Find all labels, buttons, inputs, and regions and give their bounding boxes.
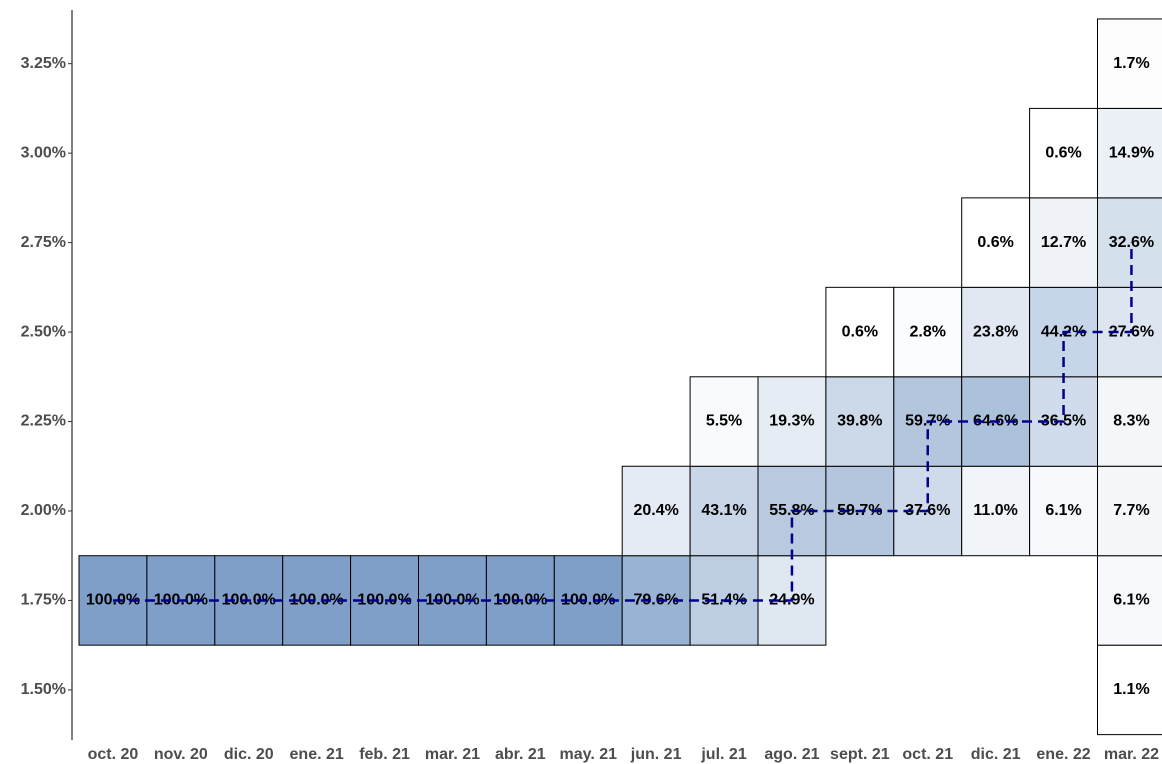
heat-cell	[689, 465, 759, 557]
cell-label: 43.1%	[701, 502, 746, 519]
heat-cell	[893, 286, 963, 378]
x-tick-label: ene. 21	[290, 746, 344, 763]
cell-label: 23.8%	[973, 323, 1018, 340]
heat-cell	[825, 376, 895, 467]
cell-label: 2.8%	[910, 323, 946, 340]
cell-label: 32.6%	[1109, 234, 1154, 251]
cell-label: 11.0%	[973, 502, 1017, 519]
heat-cell	[961, 286, 1031, 378]
heat-cell	[757, 376, 827, 467]
x-tick-label: dic. 20	[224, 746, 274, 763]
x-tick-label: feb. 21	[359, 746, 410, 763]
y-tick-label: 1.50%	[21, 681, 66, 698]
x-tick-label: ene. 22	[1036, 746, 1090, 763]
cell-label: 100.0%	[561, 592, 615, 609]
x-tick-label: sept. 21	[830, 746, 890, 763]
cell-label: 1.7%	[1113, 55, 1149, 72]
x-tick-label: nov. 20	[154, 746, 208, 763]
heat-cell	[1029, 465, 1098, 557]
y-tick-label: 2.25%	[21, 413, 66, 430]
cell-label: 6.1%	[1113, 592, 1149, 609]
x-tick-label: mar. 21	[425, 746, 480, 763]
heat-cell	[689, 376, 759, 467]
x-tick-label: dic. 21	[971, 746, 1021, 763]
cell-label: 7.7%	[1113, 502, 1149, 519]
heat-cell	[1097, 197, 1162, 288]
heat-cell	[1097, 18, 1162, 109]
y-tick-label: 3.25%	[21, 55, 66, 72]
heat-cell	[621, 465, 691, 557]
cell-label: 6.1%	[1045, 502, 1081, 519]
cell-label: 39.8%	[837, 413, 882, 430]
cell-label: 1.1%	[1113, 681, 1149, 698]
cell-label: 79.6%	[633, 592, 678, 609]
heat-cell	[961, 197, 1031, 288]
cell-label: 5.5%	[706, 413, 742, 430]
cell-label: 12.7%	[1041, 234, 1086, 251]
heat-cell	[825, 286, 895, 378]
x-tick-label: abr. 21	[495, 746, 546, 763]
cell-label: 0.6%	[1045, 144, 1081, 161]
cell-label: 0.6%	[977, 234, 1013, 251]
x-tick-label: jun. 21	[630, 746, 682, 763]
y-tick-label: 3.00%	[21, 144, 66, 161]
cell-label: 19.3%	[769, 413, 814, 430]
cell-label: 20.4%	[633, 502, 678, 519]
x-tick-label: may. 21	[559, 746, 617, 763]
heat-cell	[1097, 107, 1162, 199]
cell-label: 100.0%	[290, 592, 344, 609]
cell-label: 0.6%	[842, 323, 878, 340]
cell-label: 8.3%	[1113, 413, 1149, 430]
x-tick-label: jul. 21	[700, 746, 746, 763]
x-tick-label: mar. 22	[1104, 746, 1159, 763]
cell-label: 100.0%	[357, 592, 411, 609]
x-tick-label: oct. 20	[88, 746, 139, 763]
y-tick-label: 1.75%	[21, 592, 66, 609]
x-tick-label: oct. 21	[902, 746, 953, 763]
cell-label: 14.9%	[1109, 144, 1154, 161]
heat-cell	[1097, 644, 1162, 736]
heat-cell	[1097, 555, 1162, 646]
heat-cell	[1029, 107, 1098, 199]
y-tick-label: 2.50%	[21, 323, 66, 340]
heat-cell	[961, 465, 1031, 557]
y-tick-label: 2.00%	[21, 502, 66, 519]
heat-cell	[1097, 465, 1162, 557]
median-line	[112, 242, 1133, 602]
y-tick-label: 2.75%	[21, 234, 66, 251]
x-tick-label: ago. 21	[764, 746, 819, 763]
